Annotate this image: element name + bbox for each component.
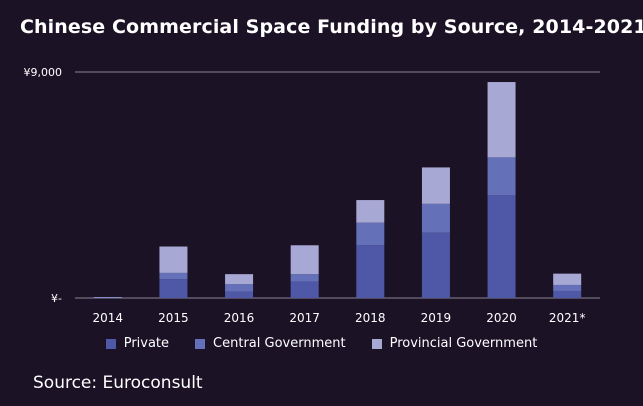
y-tick-label: ¥- bbox=[51, 292, 62, 305]
legend-swatch bbox=[195, 338, 206, 349]
x-tick-label: 2016 bbox=[224, 311, 255, 325]
bar-private-2019 bbox=[421, 232, 450, 298]
bar-central-government-2021 bbox=[553, 284, 582, 291]
x-tick-label: 2014 bbox=[93, 311, 124, 325]
legend-label: Provincial Government bbox=[389, 336, 538, 351]
bar-central-government-2017 bbox=[290, 274, 319, 282]
legend-label: Private bbox=[123, 336, 170, 351]
bar-provincial-government-2014 bbox=[93, 296, 122, 298]
x-tick-label: 2018 bbox=[355, 311, 386, 325]
x-tick-label: 2019 bbox=[421, 311, 452, 325]
bar-private-2016 bbox=[225, 291, 254, 298]
bar-private-2018 bbox=[356, 245, 385, 298]
legend-label: Central Government bbox=[213, 336, 346, 351]
legend-item-provincial-government: Provincial Government bbox=[371, 336, 538, 351]
x-tick-label: 2015 bbox=[158, 311, 189, 325]
bar-private-2020 bbox=[487, 195, 516, 298]
bar-provincial-government-2020 bbox=[487, 82, 516, 158]
bar-provincial-government-2017 bbox=[290, 245, 319, 275]
source-note: Source: Euroconsult bbox=[33, 373, 203, 393]
x-tick-label: 2017 bbox=[289, 311, 320, 325]
bar-central-government-2016 bbox=[225, 284, 254, 292]
legend-swatch bbox=[371, 338, 382, 349]
chart-title: Chinese Commercial Space Funding by Sour… bbox=[20, 16, 643, 38]
bar-central-government-2015 bbox=[159, 272, 188, 280]
y-tick-label: ¥9,000 bbox=[24, 66, 63, 79]
legend-item-central-government: Central Government bbox=[195, 336, 346, 351]
bar-private-2017 bbox=[290, 281, 319, 298]
bar-provincial-government-2018 bbox=[356, 200, 385, 223]
bar-private-2015 bbox=[159, 279, 188, 298]
x-tick-label: 2021* bbox=[549, 311, 586, 325]
bar-private-2021 bbox=[553, 290, 582, 298]
x-tick-label: 2020 bbox=[486, 311, 517, 325]
bar-provincial-government-2019 bbox=[421, 167, 450, 204]
bar-provincial-government-2021 bbox=[553, 273, 582, 285]
bar-central-government-2018 bbox=[356, 222, 385, 246]
legend-swatch bbox=[105, 338, 116, 349]
bar-provincial-government-2016 bbox=[225, 274, 254, 285]
legend-item-private: Private bbox=[105, 336, 170, 351]
bar-central-government-2020 bbox=[487, 157, 516, 196]
bar-provincial-government-2015 bbox=[159, 246, 188, 273]
chart-legend: Private Central Government Provincial Gove… bbox=[0, 336, 643, 351]
bar-central-government-2019 bbox=[421, 203, 450, 233]
